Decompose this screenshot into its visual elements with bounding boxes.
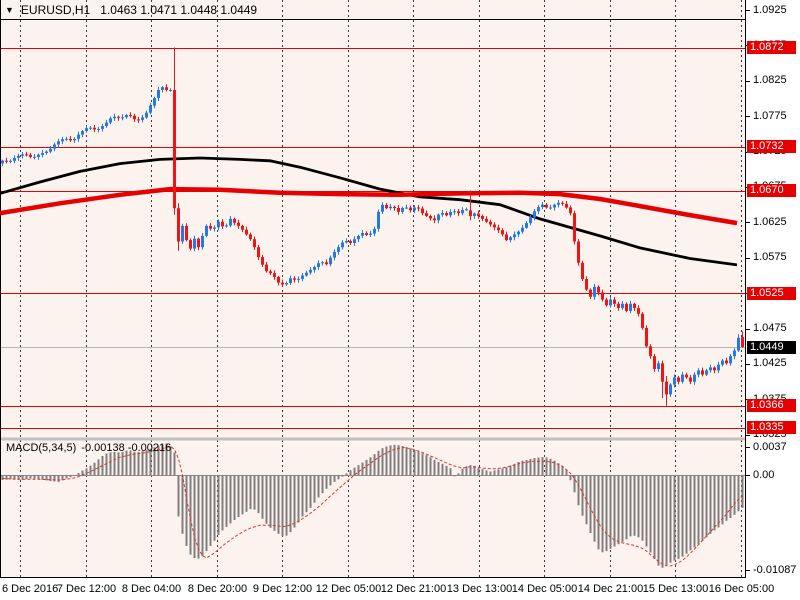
macd-indicator-title: MACD(5,34,5) -0.00138 -0.00216 (6, 442, 171, 454)
macd-values: -0.00138 -0.00216 (81, 442, 172, 454)
ohlc-values: 1.0463 1.0471 1.0448 1.0449 (100, 3, 258, 17)
symbol-marker-icon: ▼ (5, 5, 14, 15)
chart-title: ▼ EURUSD,H1 1.0463 1.0471 1.0448 1.0449 (5, 3, 257, 17)
symbol-period-label: EURUSD,H1 (20, 3, 91, 17)
macd-label: MACD(5,34,5) (6, 442, 77, 454)
